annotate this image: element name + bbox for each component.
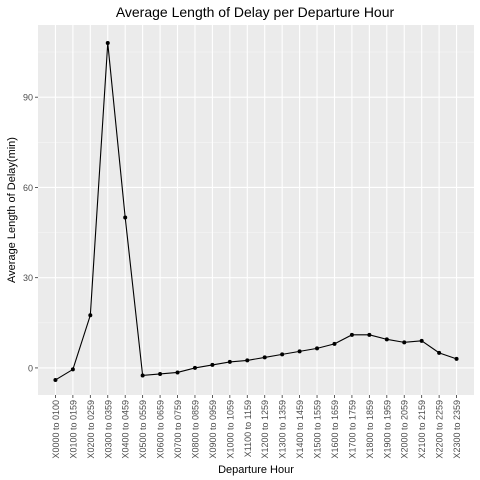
x-tick-label: X0400 to 0459 [121,400,131,459]
data-point [140,373,145,378]
data-point [384,337,389,342]
x-tick-label: X0700 to 0759 [173,400,183,459]
x-tick-label: X0200 to 0259 [86,400,96,459]
x-tick-label: X0500 to 0559 [138,400,148,459]
y-tick-label: 90 [23,93,33,103]
data-point [227,359,232,364]
x-tick-label: X2000 to 2059 [400,400,410,459]
x-tick-label: X0100 to 0159 [68,400,78,459]
plot-panel [38,25,474,395]
data-point [437,350,442,355]
series-line [55,42,457,381]
x-tick-label: X1300 to 1359 [278,400,288,459]
x-tick-label: X1700 to 1759 [347,400,357,459]
y-tick-label: 0 [28,363,33,373]
grid-minor [38,51,474,324]
data-point [454,356,459,361]
grid-major [38,25,474,395]
data-point [349,332,354,337]
data-point [210,362,215,367]
x-axis: X0000 to 0100 X0100 to 0159 X0200 to 0259 X… [51,395,462,459]
x-tick-label: X0600 to 0659 [156,400,166,459]
x-tick-label: X2300 to 2359 [452,400,462,459]
y-tick-label: 60 [23,183,33,193]
data-point [280,352,285,357]
x-tick-label: X1900 to 1959 [382,400,392,459]
data-point [367,332,372,337]
data-point [123,215,128,220]
x-tick-label: X1800 to 1859 [365,400,375,459]
data-point [315,346,320,351]
data-point [175,370,180,375]
data-point [105,41,110,46]
y-tick-label: 30 [23,273,33,283]
data-point [262,355,267,360]
data-point [419,338,424,343]
data-point [70,367,75,372]
x-tick-label: X0000 to 0100 [51,400,61,459]
data-point [332,341,337,346]
data-point [297,349,302,354]
x-tick-label: X1100 to 1159 [243,400,253,457]
data-point [53,377,58,382]
data-point [402,340,407,345]
data-point [245,358,250,363]
series-points [53,41,459,382]
x-tick-label: X0800 to 0859 [190,400,200,459]
x-axis-label: Departure Hour [218,464,294,476]
y-axis: 0 30 60 90 [23,93,38,373]
data-point [158,371,163,376]
x-tick-label: X0300 to 0359 [103,400,113,459]
data-point [192,365,197,370]
data-point [88,313,93,318]
chart-title: Average Length of Delay per Departure Ho… [116,4,395,20]
x-tick-label: X1000 to 1059 [225,400,235,459]
x-tick-label: X2200 to 2259 [435,400,445,459]
y-axis-label: Average Length of Delay(min) [6,137,18,283]
x-tick-label: X1400 to 1459 [295,400,305,459]
x-tick-label: X1200 to 1259 [260,400,270,459]
x-tick-label: X1600 to 1659 [330,400,340,459]
x-tick-label: X1500 to 1559 [313,400,323,459]
x-tick-label: X2100 to 2159 [417,400,427,459]
x-tick-label: X0900 to 0959 [208,400,218,459]
